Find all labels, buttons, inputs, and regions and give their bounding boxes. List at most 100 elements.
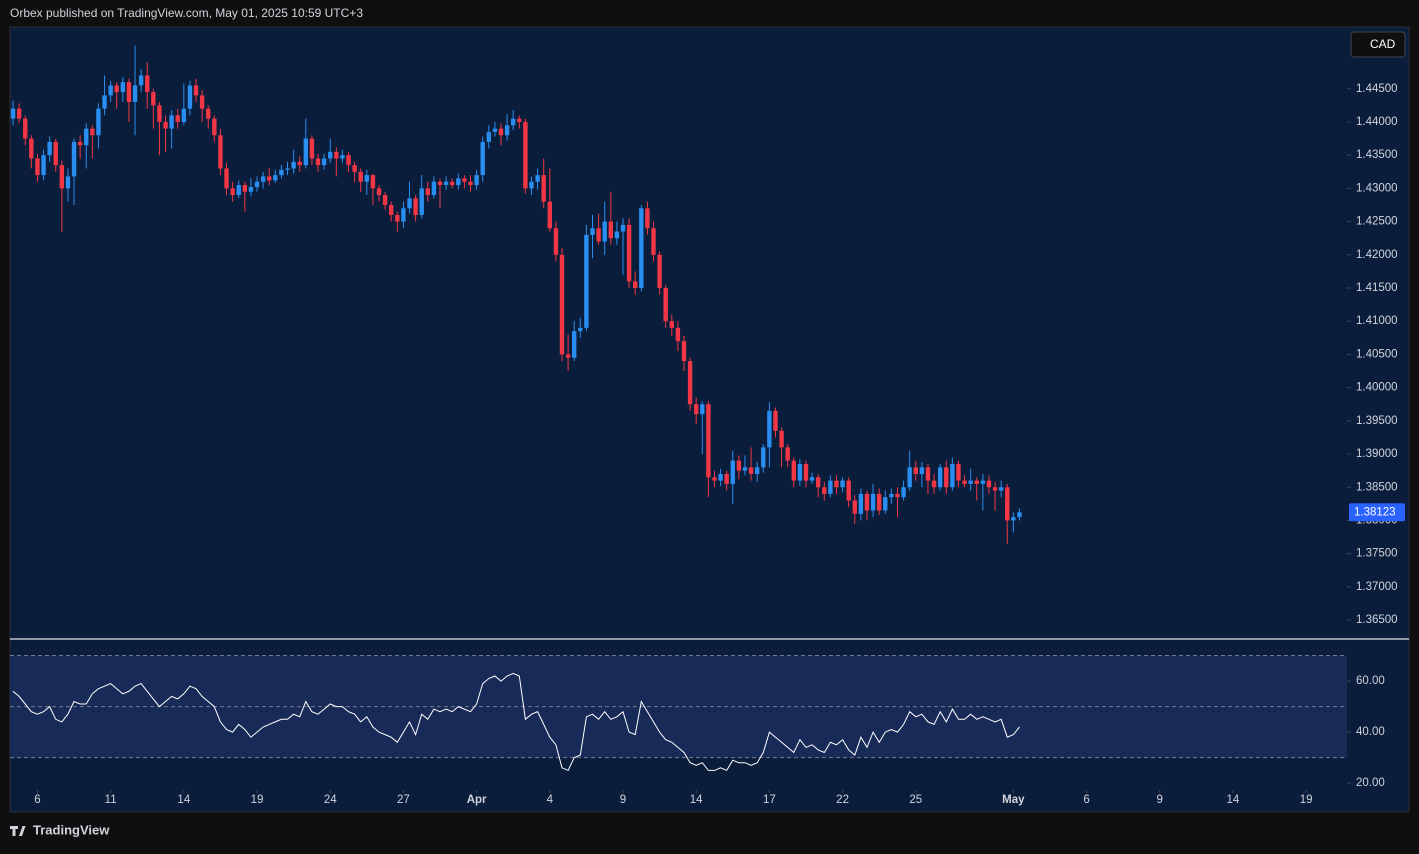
y-tick-label: 1.41000 [1356, 315, 1398, 327]
x-tick-label: 17 [763, 794, 776, 806]
candle-body [950, 463, 955, 488]
candle-body [602, 221, 607, 242]
candle-body [791, 460, 796, 481]
candle-body [199, 95, 205, 109]
candle-body [151, 92, 156, 106]
candle-body [846, 480, 851, 501]
candle-body [145, 75, 150, 93]
candle-body [267, 176, 272, 181]
candle-body [669, 321, 674, 328]
candle-body [651, 228, 656, 255]
candle-body [992, 487, 998, 491]
candle-body [517, 118, 522, 122]
candle-body [138, 75, 144, 86]
candle-body [236, 185, 241, 196]
candle-body [962, 480, 967, 484]
candle-body [553, 228, 559, 255]
y-tick-label: 1.42000 [1356, 249, 1398, 261]
candle-body [273, 175, 278, 181]
candle-body [456, 178, 461, 186]
candle-body [358, 171, 363, 182]
candle-body [998, 487, 1004, 491]
candle-body [986, 480, 992, 488]
candle-body [925, 467, 931, 481]
candle-body [193, 85, 199, 96]
candle-body [90, 128, 95, 136]
candle-body [584, 234, 589, 328]
candle-body [163, 121, 168, 129]
candle-body [626, 224, 632, 282]
candle-body [895, 493, 900, 498]
candle-body [401, 208, 406, 222]
candle-body [748, 467, 754, 474]
candle-body [913, 467, 918, 474]
candle-body [742, 467, 748, 471]
candle-body [382, 195, 388, 205]
y-tick-label: 1.41500 [1356, 282, 1398, 294]
candle-body [486, 131, 492, 142]
candle-body [334, 151, 339, 159]
candle-body [608, 221, 613, 239]
candle-body [822, 487, 827, 494]
y-tick-label: 1.39000 [1356, 448, 1398, 460]
candle-body [413, 198, 418, 215]
candle-body [596, 228, 601, 242]
y-tick-label: 1.40500 [1356, 348, 1398, 360]
y-tick-label: 20.00 [1356, 777, 1385, 789]
candle-body [224, 168, 229, 189]
candle-body [157, 105, 162, 122]
candle-body [328, 151, 333, 159]
candle-body [876, 493, 882, 511]
x-tick-label: 9 [1157, 794, 1163, 806]
candle-body [614, 231, 620, 239]
x-tick-label: 9 [620, 794, 626, 806]
candle-body [206, 108, 211, 119]
candle-body [1017, 512, 1022, 518]
candle-body [511, 118, 516, 126]
candle-body [834, 480, 839, 488]
currency-label[interactable]: CAD [1370, 37, 1396, 51]
candle-body [77, 141, 83, 146]
candle-body [303, 138, 309, 166]
x-tick-label: 19 [1300, 794, 1313, 806]
candle-body [462, 178, 467, 182]
candle-body [376, 188, 382, 196]
x-tick-label: 22 [836, 794, 849, 806]
candle-body [315, 158, 321, 166]
candle-body [71, 141, 77, 177]
candle-body [578, 327, 583, 332]
y-tick-label: 40.00 [1356, 726, 1385, 738]
candle-body [65, 176, 71, 189]
candle-body [16, 108, 22, 119]
candle-body [529, 181, 534, 189]
candle-body [340, 155, 345, 159]
candle-body [797, 463, 803, 481]
candle-body [443, 181, 449, 186]
candle-body [480, 141, 485, 176]
candle-body [450, 181, 455, 186]
y-tick-label: 1.42500 [1356, 216, 1398, 228]
candle-body [53, 141, 58, 166]
candle-body [389, 204, 394, 215]
candle-body [889, 493, 894, 498]
candle-body [29, 138, 34, 159]
x-tick-label: 14 [177, 794, 190, 806]
candle-body [663, 288, 668, 322]
y-tick-label: 1.43000 [1356, 182, 1398, 194]
candle-body [779, 430, 784, 448]
candle-body [547, 201, 553, 229]
candle-body [230, 188, 235, 196]
candle-body [346, 155, 351, 166]
candle-body [632, 281, 638, 289]
candle-body [102, 95, 107, 109]
y-tick-label: 1.37000 [1356, 581, 1398, 593]
candle-body [718, 473, 723, 481]
candle-body [498, 128, 504, 136]
candle-body [706, 404, 711, 478]
x-tick-label: 6 [34, 794, 40, 806]
currency-button[interactable] [1350, 31, 1406, 58]
candle-body [907, 467, 912, 488]
candle-body [175, 115, 180, 122]
candle-body [242, 185, 248, 192]
y-tick-label: 1.38500 [1356, 481, 1398, 493]
